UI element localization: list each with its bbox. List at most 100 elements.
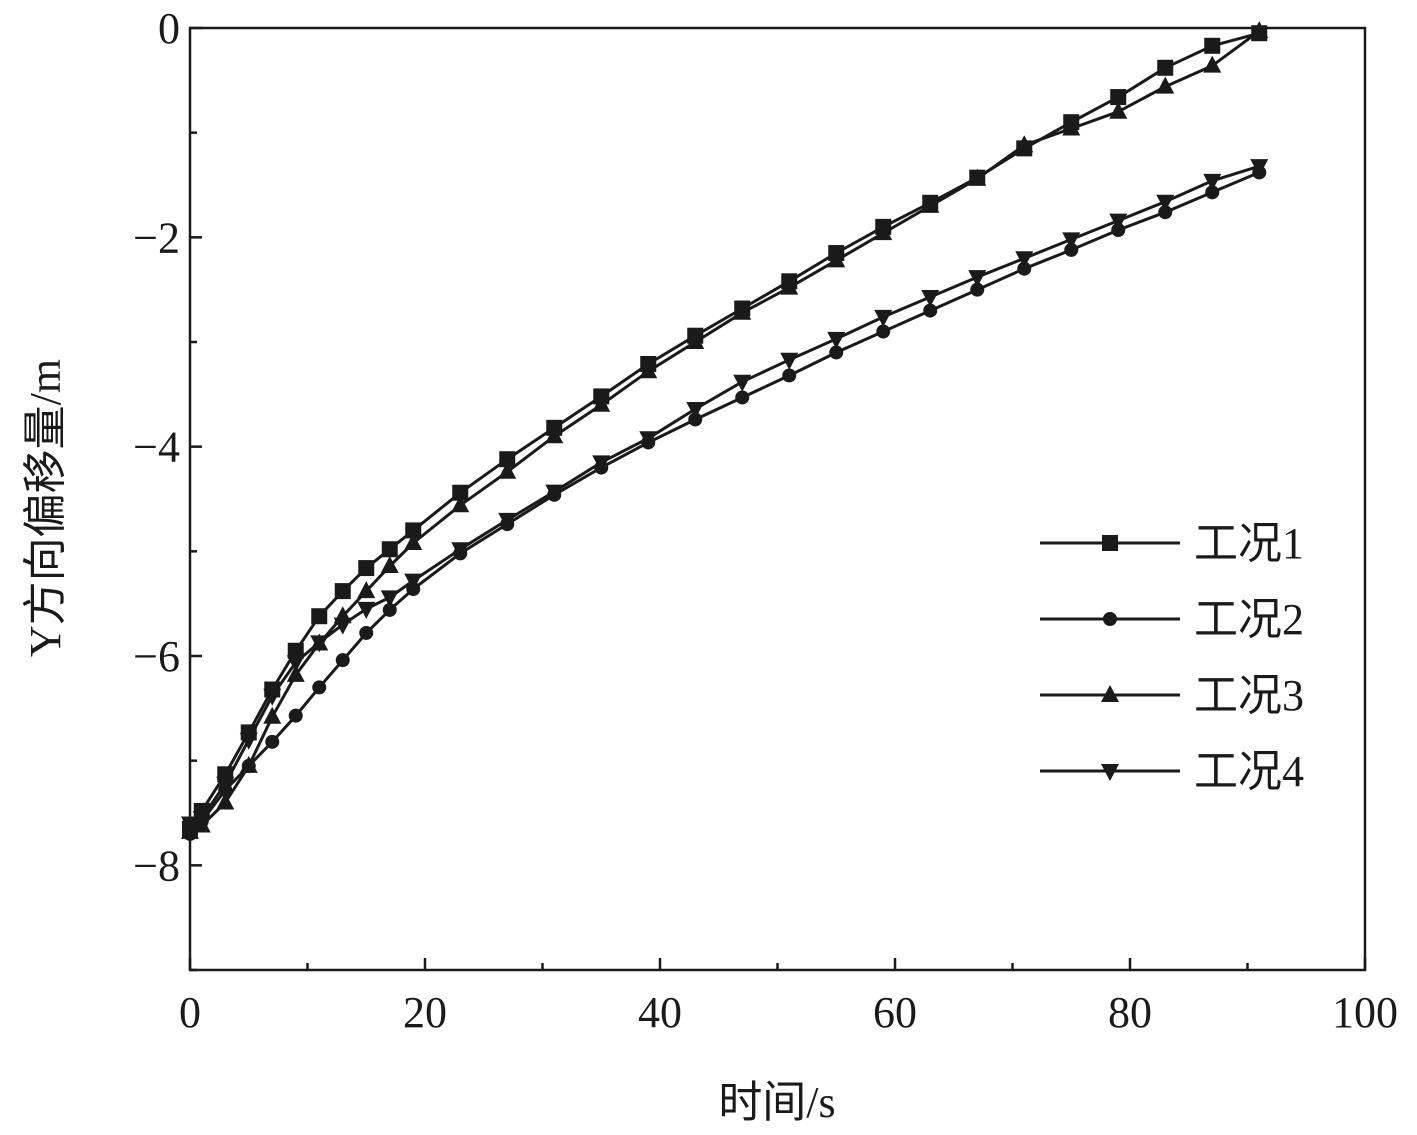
y-tick-label: −4 bbox=[133, 423, 180, 472]
data-point bbox=[192, 811, 211, 829]
data-point bbox=[357, 601, 376, 619]
legend-item-4: 工况4 bbox=[1040, 747, 1304, 796]
data-point bbox=[287, 642, 304, 659]
legend-label: 工况2 bbox=[1194, 595, 1304, 644]
axes: 0 20 40 60 80 100 0 −2 −4 −6 −8 bbox=[133, 4, 1398, 1037]
data-point bbox=[404, 532, 423, 550]
data-point bbox=[1158, 205, 1173, 220]
data-point bbox=[286, 664, 305, 682]
data-point bbox=[592, 394, 611, 412]
series-line bbox=[189, 29, 1261, 834]
data-point bbox=[451, 542, 470, 560]
data-point bbox=[686, 401, 705, 419]
data-point bbox=[874, 223, 893, 241]
data-point bbox=[874, 309, 893, 327]
data-point bbox=[827, 331, 846, 349]
data-point bbox=[382, 602, 397, 617]
data-point bbox=[1109, 213, 1128, 231]
data-point bbox=[1110, 89, 1127, 106]
data-point bbox=[263, 706, 282, 724]
data-point bbox=[1204, 37, 1221, 54]
x-tick-label: 20 bbox=[403, 988, 447, 1037]
data-point bbox=[380, 590, 399, 608]
data-point bbox=[545, 426, 564, 444]
data-point bbox=[1205, 185, 1220, 200]
data-point bbox=[335, 653, 350, 668]
data-point bbox=[358, 560, 375, 577]
data-point bbox=[876, 324, 891, 339]
data-point bbox=[1156, 194, 1175, 212]
data-point bbox=[968, 270, 987, 288]
data-point bbox=[1250, 21, 1269, 39]
data-point bbox=[686, 332, 705, 349]
data-point bbox=[312, 680, 327, 695]
data-point bbox=[452, 484, 469, 501]
legend-label: 工况1 bbox=[1194, 519, 1304, 568]
data-point bbox=[780, 352, 799, 370]
data-point bbox=[639, 361, 658, 379]
data-point bbox=[216, 776, 235, 794]
data-point bbox=[1015, 135, 1034, 153]
data-point bbox=[311, 608, 328, 625]
data-point bbox=[451, 495, 470, 513]
data-point bbox=[499, 451, 516, 468]
data-point bbox=[968, 168, 987, 186]
data-point bbox=[1062, 232, 1081, 250]
data-point bbox=[735, 390, 750, 405]
data-point bbox=[1157, 59, 1174, 76]
data-point bbox=[288, 708, 303, 723]
data-point bbox=[265, 734, 280, 749]
data-point bbox=[923, 303, 938, 318]
series-line bbox=[189, 164, 1260, 825]
data-point bbox=[921, 195, 940, 213]
data-point bbox=[404, 573, 423, 591]
plot-frame bbox=[188, 26, 1367, 972]
x-axis-title: 时间/s bbox=[718, 1078, 835, 1127]
series-2 bbox=[183, 165, 1267, 841]
data-point bbox=[239, 732, 258, 750]
legend-item-3: 工况3 bbox=[1040, 671, 1304, 720]
data-point bbox=[921, 289, 940, 307]
data-point bbox=[733, 374, 752, 392]
y-axis-title: Y方向偏移量/m bbox=[21, 359, 70, 657]
legend-item-1: 工况1 bbox=[1040, 519, 1304, 568]
series-3 bbox=[181, 21, 1269, 839]
legend-label: 工况3 bbox=[1194, 671, 1304, 720]
y-tick-label: 0 bbox=[158, 4, 180, 53]
series-line bbox=[188, 31, 1260, 830]
data-point bbox=[688, 412, 703, 427]
x-tick-label: 60 bbox=[873, 988, 917, 1037]
data-point bbox=[498, 461, 517, 479]
x-tick-label: 80 bbox=[1108, 988, 1152, 1037]
x-tick-label: 100 bbox=[1332, 988, 1398, 1037]
data-point bbox=[1017, 261, 1032, 276]
legend-marker bbox=[1103, 612, 1117, 626]
data-point bbox=[216, 792, 235, 810]
data-point bbox=[239, 755, 258, 773]
plot-area bbox=[181, 21, 1269, 841]
legend-item-2: 工况2 bbox=[1040, 595, 1304, 644]
data-point bbox=[1015, 251, 1034, 269]
data-point bbox=[1062, 118, 1081, 136]
legend: 工况1 工况2 工况3 工况4 bbox=[1040, 519, 1304, 796]
y-tick-label: −2 bbox=[133, 213, 180, 262]
data-point bbox=[592, 455, 611, 473]
data-point bbox=[263, 688, 282, 706]
data-point bbox=[1250, 159, 1269, 177]
series-1 bbox=[182, 25, 1268, 837]
data-point bbox=[970, 282, 985, 297]
data-point bbox=[333, 617, 352, 635]
data-point bbox=[780, 277, 799, 295]
data-point bbox=[829, 345, 844, 360]
x-tick-label: 40 bbox=[638, 988, 682, 1037]
y-tick-label: −6 bbox=[133, 632, 180, 681]
legend-label: 工况4 bbox=[1194, 747, 1304, 796]
legend-marker bbox=[1101, 685, 1119, 702]
data-point bbox=[286, 655, 305, 673]
data-point bbox=[1203, 173, 1222, 191]
data-point bbox=[498, 512, 517, 530]
y-tick-label: −8 bbox=[133, 841, 180, 890]
data-point bbox=[359, 625, 374, 640]
data-point bbox=[639, 431, 658, 449]
